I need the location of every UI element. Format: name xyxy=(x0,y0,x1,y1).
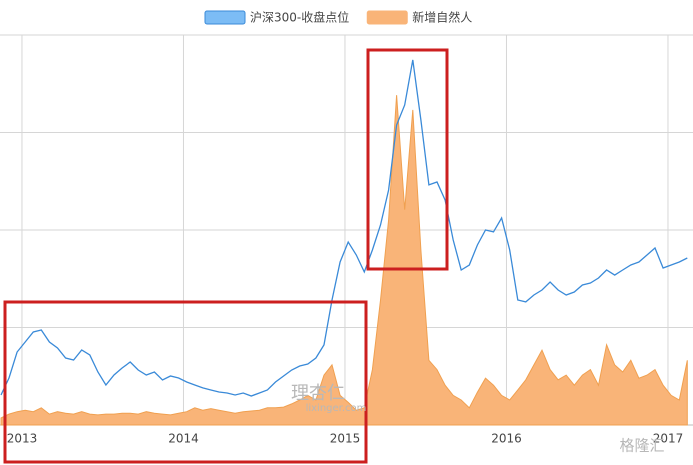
x-tick-label: 2013 xyxy=(7,432,38,446)
x-tick-label: 2017 xyxy=(653,432,684,446)
line xyxy=(0,59,688,397)
legend-swatch xyxy=(204,10,246,25)
legend-label: 沪深300-收盘点位 xyxy=(250,10,349,25)
x-tick-label: 2014 xyxy=(168,432,199,446)
highlight-box xyxy=(3,300,368,464)
legend-label: 新增自然人 xyxy=(412,10,472,25)
x-tick-label: 2015 xyxy=(330,432,361,446)
x-tick-label: 2016 xyxy=(491,432,522,446)
watermark: 理杏仁 xyxy=(291,383,345,404)
legend-swatch xyxy=(366,10,408,25)
highlight-box xyxy=(366,48,449,271)
watermark: 格隆汇 xyxy=(619,437,664,455)
area xyxy=(0,95,688,426)
watermark: lixinger.com xyxy=(306,403,367,414)
